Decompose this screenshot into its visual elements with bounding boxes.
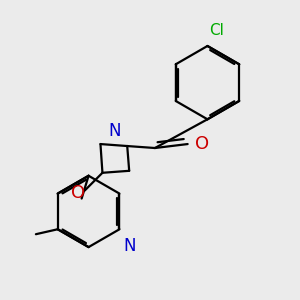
Text: O: O (70, 184, 85, 202)
Text: N: N (123, 237, 136, 255)
Text: O: O (195, 135, 209, 153)
Text: Cl: Cl (209, 23, 224, 38)
Text: N: N (109, 122, 121, 140)
